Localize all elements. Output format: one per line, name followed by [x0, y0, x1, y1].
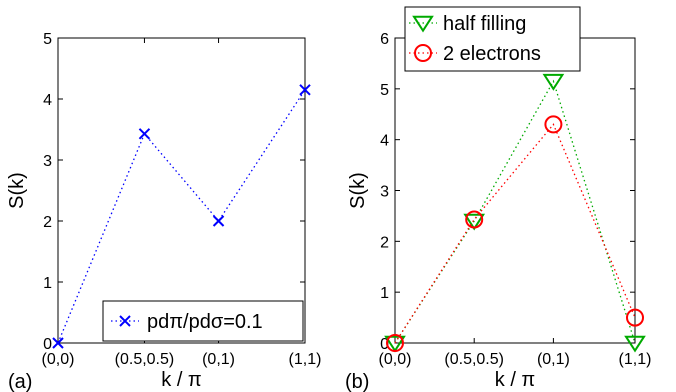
x-tick-label: (0,1) — [537, 351, 570, 368]
legend-marker — [414, 44, 432, 62]
data-point — [544, 115, 563, 134]
x-tick-label: (0.5,0.5) — [444, 351, 504, 368]
y-tick-label: 1 — [43, 275, 52, 292]
x-tick-label: (1,1) — [619, 351, 652, 368]
series-line — [394, 79, 636, 344]
chart-panel-b: 0 1 2 3 4 5 6 (0,0) (0.5,0.5) (0,1) (1,1) k / π S(k)… — [345, 6, 652, 392]
panel-label: (b) — [345, 371, 369, 392]
legend-label: pdπ/pdσ=0.1 — [147, 311, 263, 333]
legend-marker — [119, 315, 131, 327]
y-tick-label: 3 — [380, 184, 389, 201]
x-tick-label: (0,0) — [42, 351, 75, 368]
y-tick-label: 2 — [43, 214, 52, 231]
data-point — [465, 210, 484, 229]
x-tick-label: (0.5,0.5) — [115, 351, 175, 368]
data-point — [384, 335, 406, 353]
y-tick-label: 0 — [43, 336, 52, 353]
data-point — [138, 128, 151, 140]
y-tick-label: 5 — [43, 31, 52, 48]
data-point — [624, 335, 646, 353]
x-tick-label: (1,1) — [289, 351, 322, 368]
y-tick-label: 0 — [380, 336, 389, 353]
data-point — [542, 73, 565, 91]
data-point — [52, 337, 64, 349]
y-tick-label: 2 — [380, 234, 389, 251]
plot-frame — [57, 37, 306, 344]
data-point — [463, 213, 486, 231]
legend — [102, 300, 304, 342]
legend-label: 2 electrons — [443, 43, 541, 65]
y-tick-label: 6 — [380, 31, 389, 48]
panel-label: (a) — [8, 371, 32, 392]
data-point — [386, 334, 404, 352]
y-tick-label: 4 — [380, 133, 389, 150]
data-point — [212, 215, 225, 227]
y-axis-label: S(k) — [6, 172, 28, 209]
x-tick-label: (0,0) — [379, 351, 412, 368]
legend — [404, 6, 581, 72]
x-tick-label: (0,1) — [202, 351, 235, 368]
series-line — [394, 123, 636, 344]
y-tick-label: 4 — [43, 92, 52, 109]
y-axis-label: S(k) — [347, 172, 369, 209]
y-tick-label: 3 — [43, 153, 52, 170]
chart-panel-a: 0 1 2 3 4 5 (0,0) (0.5,0.5) (0,1) (1,1) k / π S(k) (… — [6, 31, 321, 392]
legend-marker — [412, 15, 434, 33]
x-axis-label: k / π — [495, 369, 535, 391]
x-axis-label: k / π — [161, 369, 201, 391]
y-tick-label: 5 — [380, 82, 389, 99]
legend-label: half filling — [443, 13, 526, 35]
data-point — [626, 308, 644, 327]
data-point — [299, 84, 311, 96]
plot-frame — [394, 37, 636, 344]
y-tick-label: 1 — [380, 285, 389, 302]
series-line — [57, 89, 306, 344]
